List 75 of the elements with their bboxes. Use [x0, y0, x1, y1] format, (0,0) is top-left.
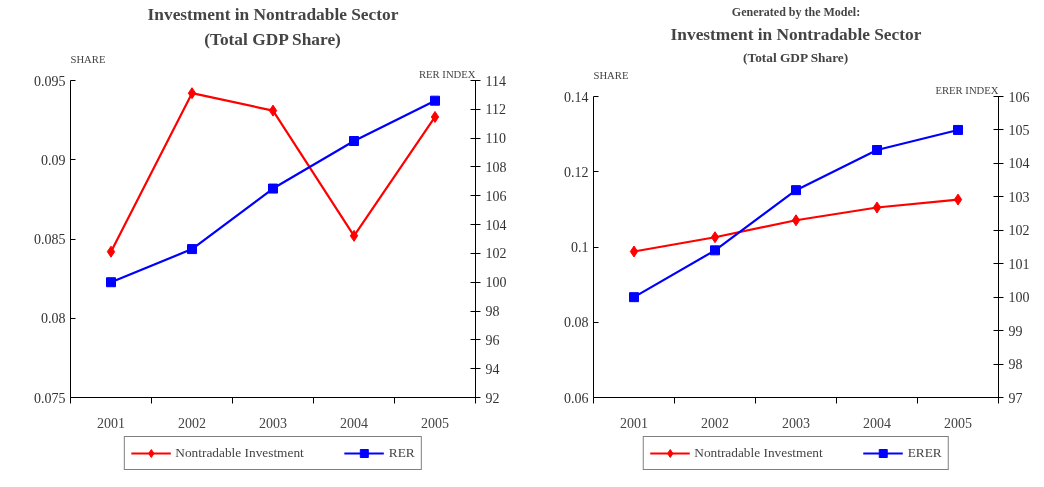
point	[953, 124, 963, 135]
y-axis-title: SHARE	[70, 53, 106, 65]
x-tick-label: 2002	[701, 415, 729, 431]
y2-axis-title: RER INDEX	[418, 68, 476, 80]
x-tick-label: 2001	[97, 415, 125, 431]
y2-tick-label: 102	[485, 246, 507, 262]
legend-label: RER	[388, 444, 415, 461]
point	[629, 292, 639, 303]
point	[953, 193, 963, 206]
x-tick-label: 2005	[421, 415, 449, 431]
y2-tick-label: 92	[485, 390, 500, 406]
point	[872, 145, 882, 156]
y2-tick-label: 94	[485, 361, 500, 377]
point	[187, 244, 197, 255]
y2-tick-label: 102	[1008, 223, 1030, 239]
y-tick-label: 0.085	[34, 232, 66, 247]
point	[268, 183, 278, 194]
point	[791, 185, 801, 196]
legend-label: Nontradable Investment	[694, 444, 823, 461]
x-tick-label: 2003	[259, 415, 287, 431]
point	[106, 277, 116, 288]
y2-tick-label: 100	[1008, 290, 1030, 306]
y2-tick-label: 97	[1008, 390, 1023, 406]
y2-tick-label: 99	[1008, 323, 1023, 339]
y2-tick-label: 106	[1008, 89, 1030, 105]
x-tick-label: 2005	[944, 415, 972, 431]
y2-tick-label: 96	[485, 332, 500, 348]
y2-tick-label: 114	[485, 73, 506, 89]
x-tick-label: 2001	[620, 415, 648, 431]
point	[106, 245, 116, 258]
y-tick-label: 0.1	[571, 240, 589, 255]
x-tick-label: 2004	[340, 415, 368, 431]
chart-subtitle: (Total GDP Share)	[743, 49, 849, 65]
chart-title: Investment in Nontradable Sector	[147, 4, 399, 24]
y2-tick-label: 105	[1008, 122, 1030, 138]
y2-tick-label: 110	[485, 131, 506, 147]
point	[430, 95, 440, 106]
y-tick-label: 0.12	[564, 164, 589, 180]
point	[710, 231, 720, 244]
y-tick-label: 0.06	[564, 390, 589, 406]
y-tick-label: 0.09	[41, 152, 66, 168]
y2-tick-label: 104	[1008, 156, 1030, 172]
y-tick-label: 0.095	[34, 73, 66, 89]
legend-label: Nontradable Investment	[175, 444, 304, 461]
point	[629, 245, 639, 258]
y-tick-label: 0.08	[41, 311, 66, 327]
y2-tick-label: 103	[1008, 189, 1030, 205]
chart-subtitle: (Total GDP Share)	[204, 29, 342, 49]
x-tick-label: 2002	[178, 415, 206, 431]
y2-tick-label: 104	[485, 217, 507, 233]
y2-tick-label: 98	[485, 304, 500, 320]
y-tick-label: 0.14	[564, 89, 589, 105]
y-axis-title: SHARE	[593, 69, 629, 81]
text: Generated by the Model:	[731, 4, 861, 19]
y2-tick-label: 108	[485, 159, 507, 175]
point	[349, 136, 359, 147]
y2-tick-label: 112	[485, 102, 506, 118]
point	[349, 229, 359, 242]
y-tick-label: 0.075	[34, 390, 66, 406]
y2-axis-title: ERER INDEX	[935, 84, 999, 96]
x-tick-label: 2004	[863, 415, 891, 431]
y2-tick-label: 106	[485, 188, 507, 204]
point	[268, 104, 278, 117]
point	[872, 201, 882, 214]
point	[710, 245, 720, 256]
y2-tick-label: 98	[1008, 357, 1023, 373]
y2-tick-label: 100	[485, 275, 507, 291]
point	[430, 110, 440, 123]
y-tick-label: 0.08	[564, 315, 589, 331]
point	[791, 214, 801, 227]
y2-tick-label: 101	[1008, 256, 1030, 272]
chart-title: Investment in Nontradable Sector	[670, 24, 922, 44]
legend-label: ERER	[907, 444, 942, 461]
point	[187, 87, 197, 100]
x-tick-label: 2003	[782, 415, 810, 431]
